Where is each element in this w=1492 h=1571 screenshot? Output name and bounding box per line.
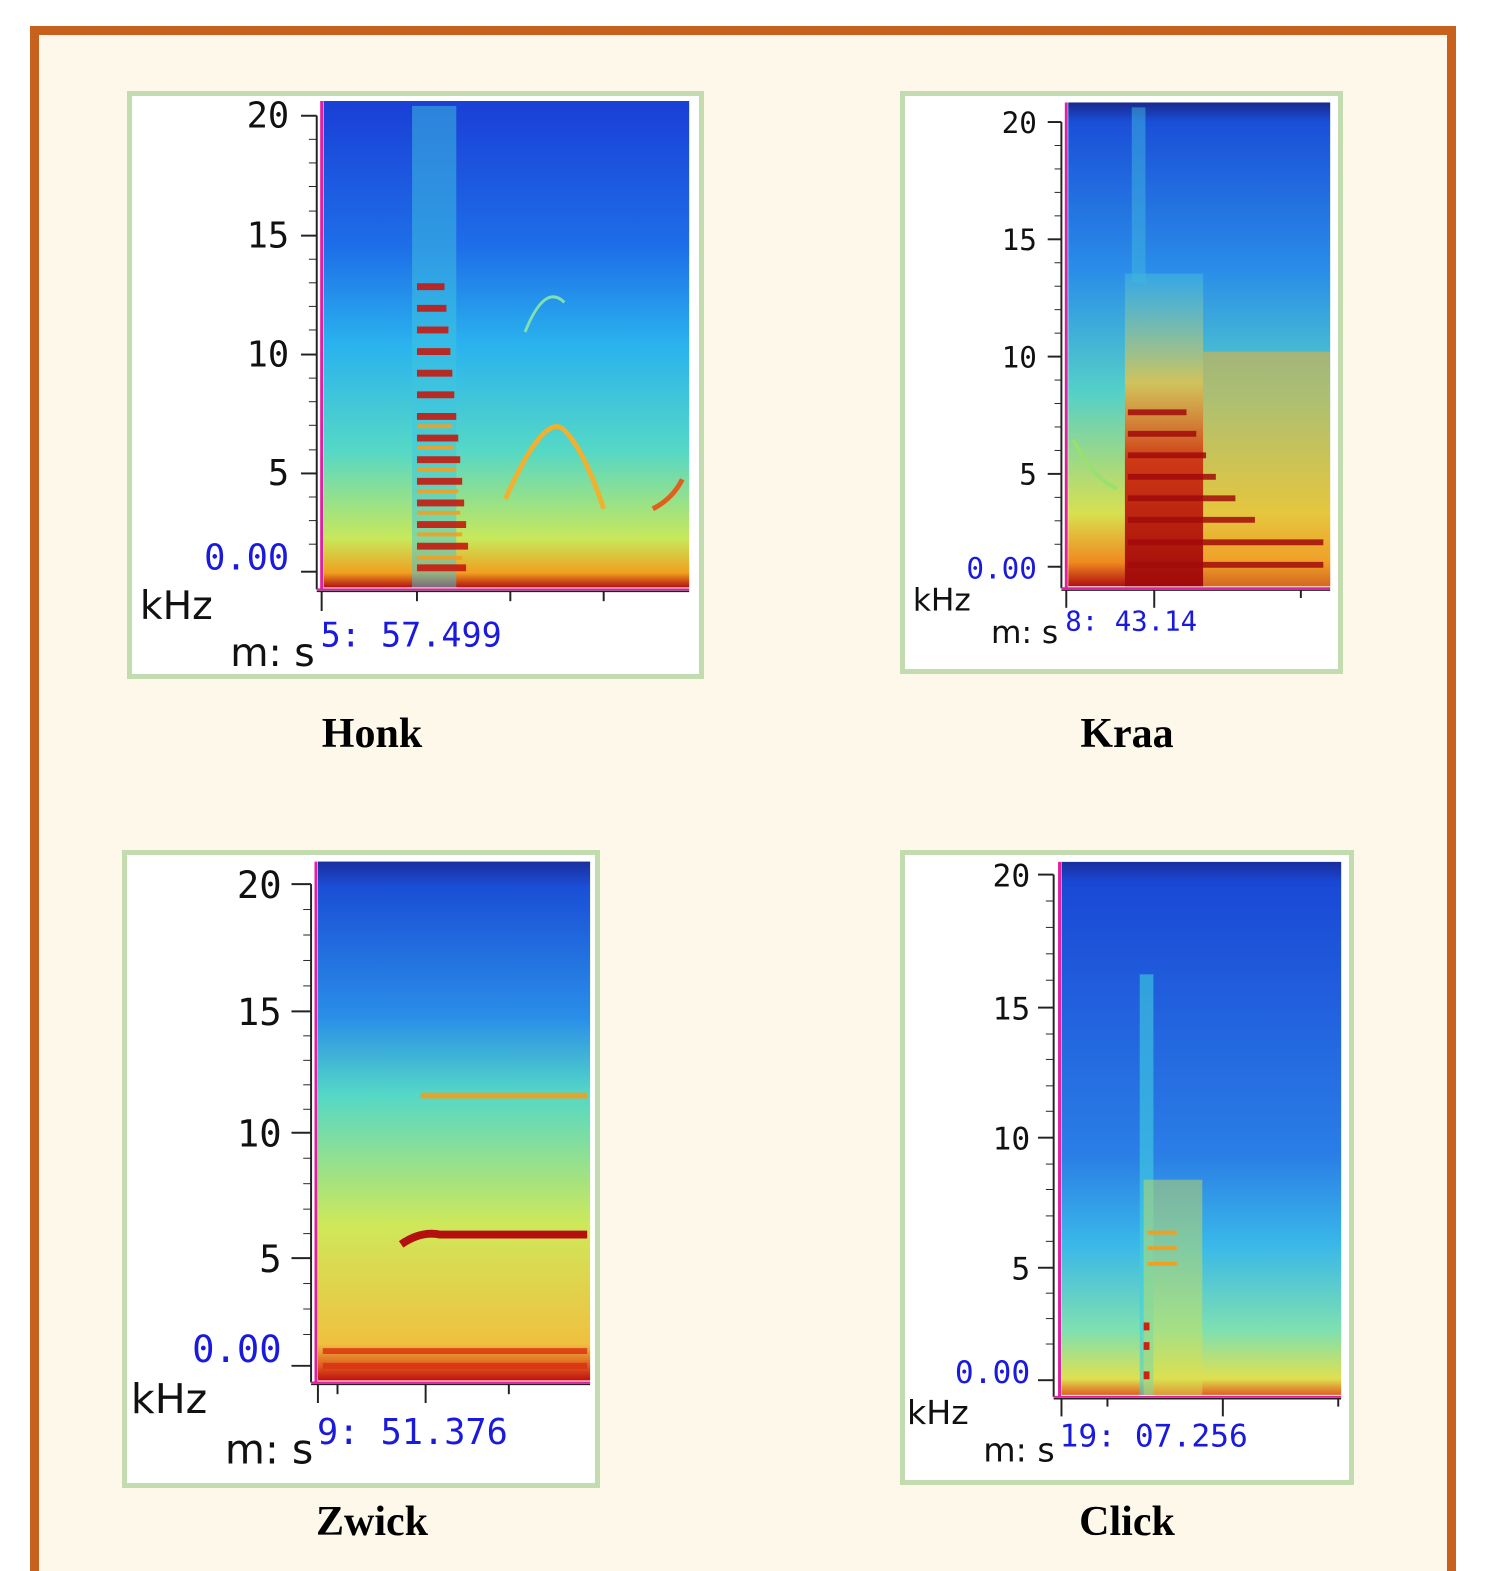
y-tick-label: 10 bbox=[237, 1111, 282, 1155]
x-axis-unit: m: s bbox=[225, 1426, 313, 1474]
x-axis-unit: m: s bbox=[983, 1430, 1054, 1469]
call-click-pulse bbox=[1139, 974, 1203, 1395]
y-tick-label: 10 bbox=[993, 1121, 1031, 1157]
y-axis-unit: kHz bbox=[913, 583, 971, 619]
caption-honk: Honk bbox=[321, 711, 423, 757]
y-tick-label: 5 bbox=[268, 453, 289, 494]
y-tick-label: 20 bbox=[993, 858, 1031, 894]
spectrogram-image bbox=[323, 101, 690, 588]
caption-kraa: Kraa bbox=[1080, 711, 1174, 757]
y-tick-label: 5 bbox=[259, 1237, 281, 1281]
x-start-time-label: 5: 57.499 bbox=[321, 615, 502, 654]
spectrogram-image bbox=[317, 861, 591, 1381]
spectrogram-zwick: 20 15 10 5 0.00 kHz m: s 9: 51.376 bbox=[131, 861, 591, 1474]
y-tick-label: 20 bbox=[247, 96, 290, 137]
y-tick-label: 15 bbox=[993, 991, 1031, 1027]
y-tick-label: 15 bbox=[247, 215, 290, 256]
y-zero-label: 0.00 bbox=[192, 1327, 282, 1371]
y-tick-label: 15 bbox=[237, 990, 282, 1034]
spectrogram-honk: 20 15 10 5 0.00 kHz m: s 5: 57.499 bbox=[140, 96, 690, 674]
y-tick-label: 10 bbox=[247, 334, 290, 375]
y-tick-label: 20 bbox=[1002, 106, 1037, 140]
spectrogram-panel-click: 20 15 10 5 0.00 kHz m: s 19: 07.256 bbox=[900, 850, 1354, 1485]
call-honk-harmonics bbox=[412, 105, 685, 588]
call-zwick-tones bbox=[322, 1092, 588, 1369]
caption-click: Click bbox=[1079, 1499, 1175, 1545]
spectrogram-click: 20 15 10 5 0.00 kHz m: s 19: 07.256 bbox=[907, 858, 1342, 1469]
spectrogram-image bbox=[1061, 861, 1342, 1395]
y-zero-label: 0.00 bbox=[966, 551, 1037, 585]
spectrogram-panel-zwick: 20 15 10 5 0.00 kHz m: s 9: 51.376 bbox=[122, 850, 600, 1488]
y-axis-unit: kHz bbox=[131, 1375, 207, 1423]
x-axis-unit: m: s bbox=[991, 615, 1058, 651]
call-kraa-energy bbox=[1071, 107, 1331, 587]
x-start-time-label: 19: 07.256 bbox=[1060, 1419, 1248, 1455]
y-axis-unit: kHz bbox=[907, 1393, 969, 1432]
x-start-time-label: 9: 51.376 bbox=[317, 1412, 508, 1453]
y-axis-unit: kHz bbox=[140, 584, 213, 629]
y-tick-label: 20 bbox=[237, 863, 282, 907]
spectrogram-kraa: 20 15 10 5 0.00 kHz m: s 8: 43.14 bbox=[913, 102, 1331, 651]
x-axis-unit: m: s bbox=[230, 631, 315, 674]
y-zero-label: 0.00 bbox=[955, 1355, 1030, 1391]
y-tick-label: 5 bbox=[1019, 458, 1037, 492]
x-start-time-label: 8: 43.14 bbox=[1065, 606, 1197, 637]
spectrogram-panel-kraa: 20 15 10 5 0.00 kHz m: s 8: 43.14 bbox=[900, 91, 1343, 674]
y-zero-label: 0.00 bbox=[204, 538, 289, 579]
caption-zwick: Zwick bbox=[315, 1499, 428, 1545]
y-tick-label: 15 bbox=[1002, 223, 1037, 257]
spectrogram-panel-honk: 20 15 10 5 0.00 kHz m: s 5: 57.499 bbox=[127, 91, 704, 679]
y-tick-label: 5 bbox=[1011, 1251, 1030, 1287]
y-tick-label: 10 bbox=[1002, 340, 1037, 374]
